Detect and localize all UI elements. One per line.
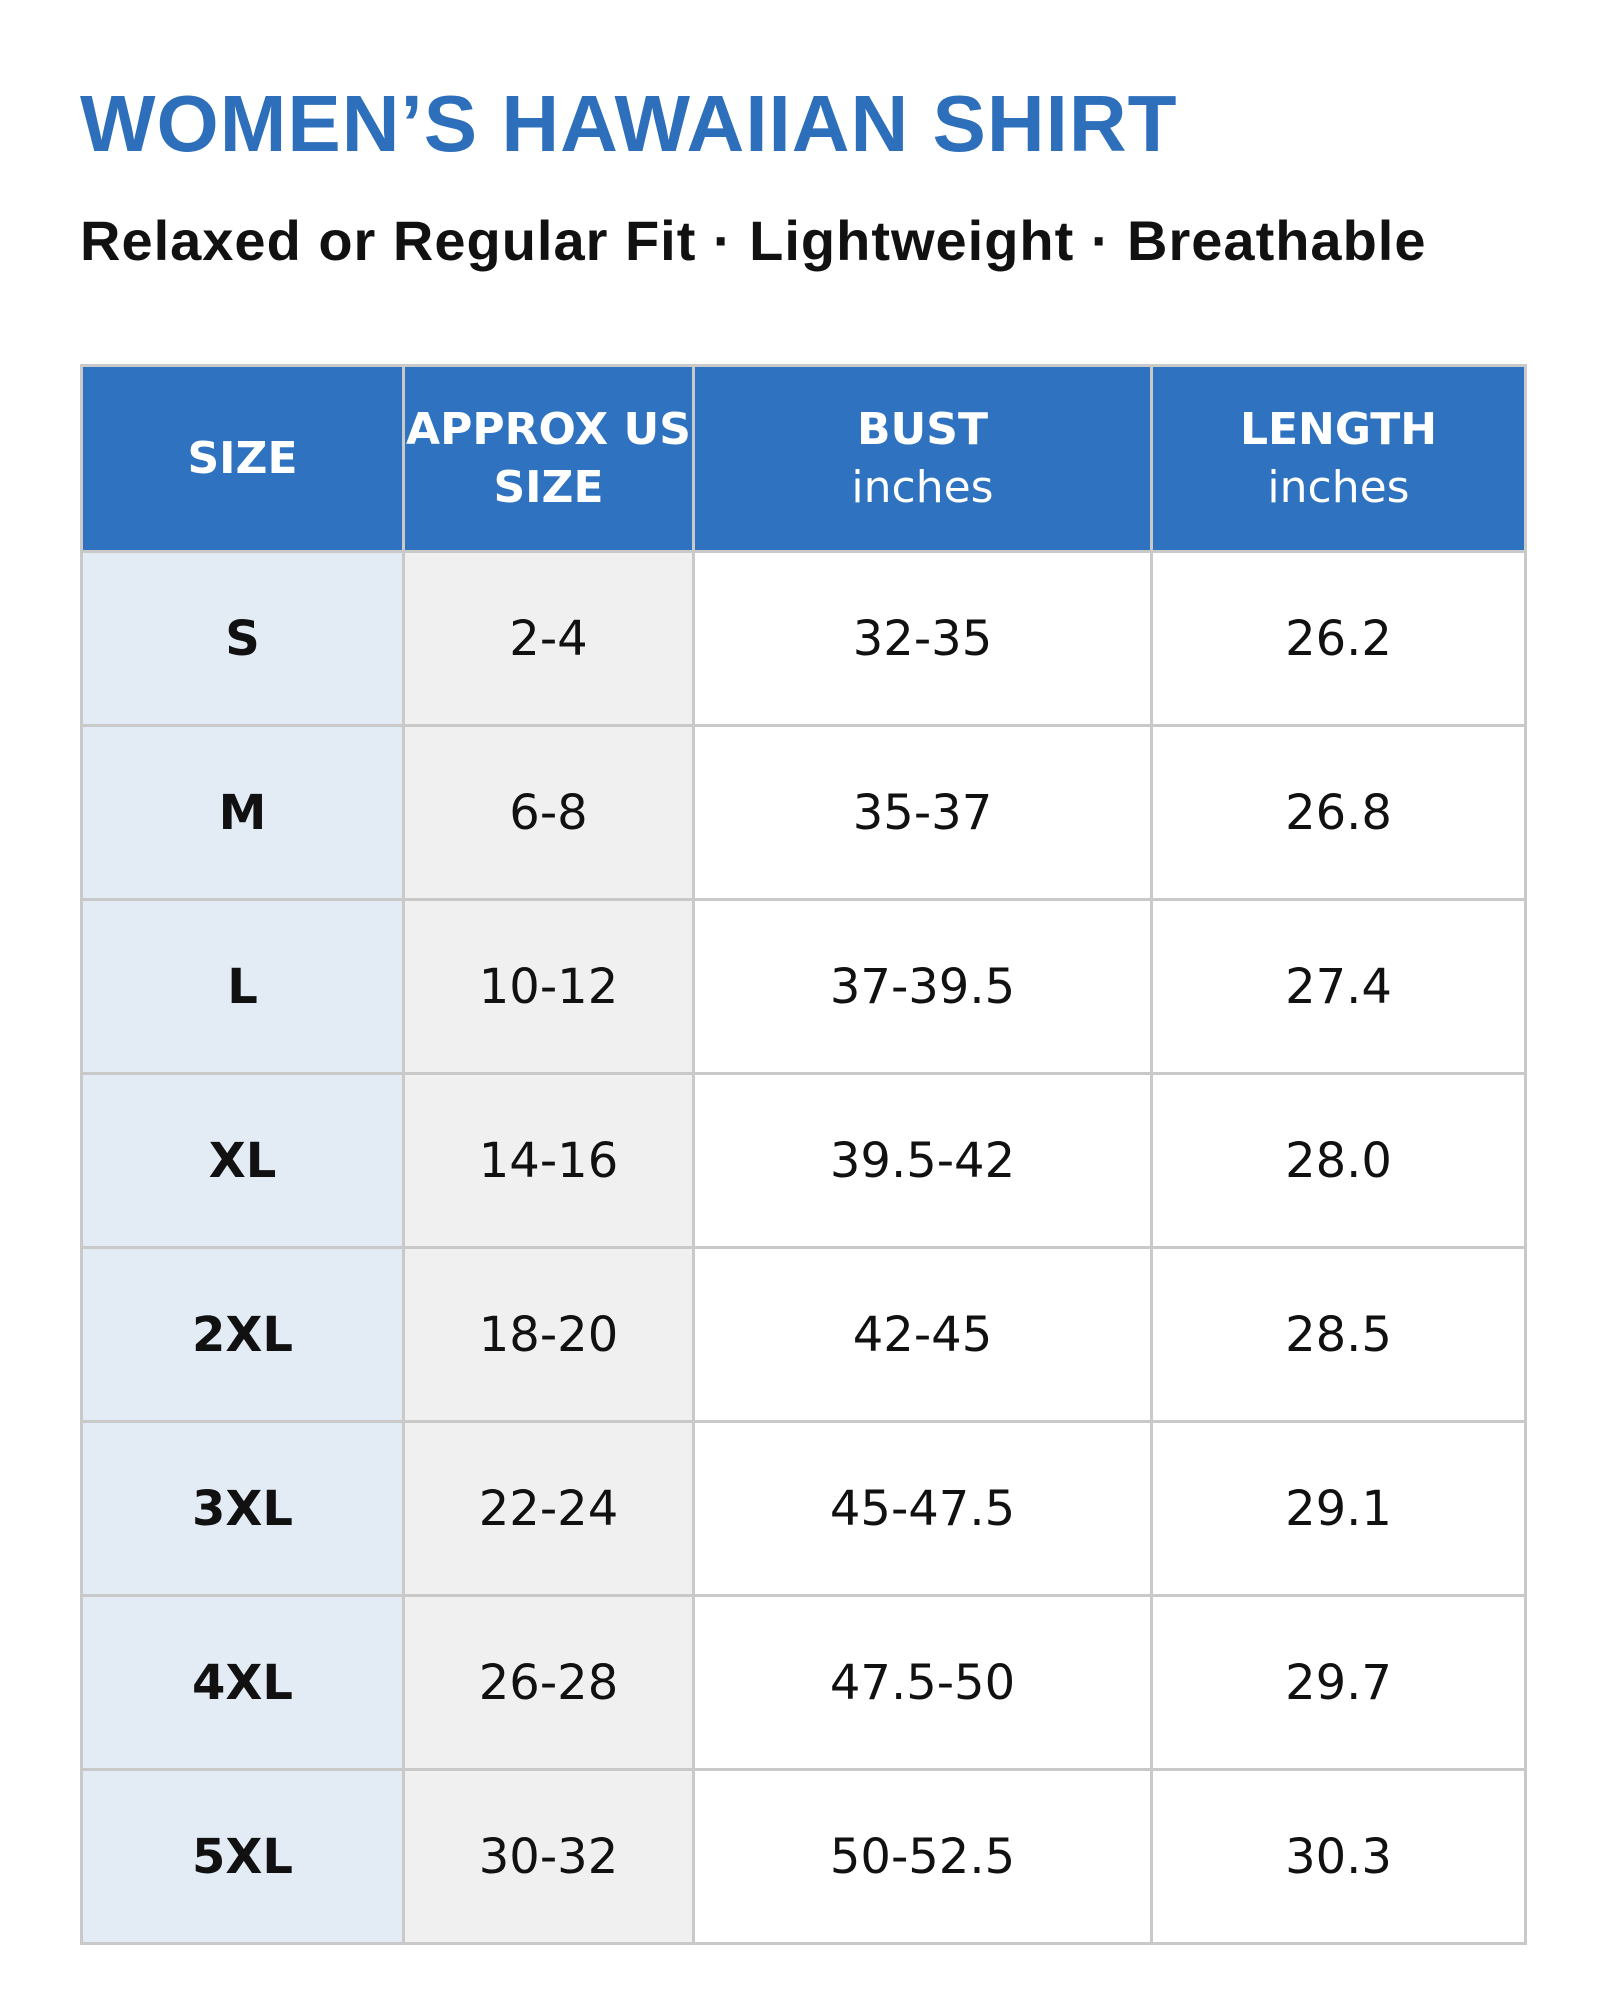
table-cell: 42-45 bbox=[692, 1246, 1153, 1423]
column-header: LENGTH inches bbox=[1150, 364, 1527, 553]
table-cell: 26-28 bbox=[402, 1594, 695, 1771]
column-title: SIZE bbox=[187, 432, 298, 484]
table-cell: 28.0 bbox=[1150, 1072, 1527, 1249]
column-unit: inches bbox=[1267, 461, 1410, 513]
table-cell: 30-32 bbox=[402, 1768, 695, 1945]
subtitle: Relaxed or Regular Fit · Lightweight · B… bbox=[80, 209, 1427, 272]
column-title: APPROX US SIZE bbox=[406, 403, 691, 513]
table-cell: XL bbox=[80, 1072, 405, 1249]
table-cell: 27.4 bbox=[1150, 898, 1527, 1075]
table-cell: 14-16 bbox=[402, 1072, 695, 1249]
table-row: S 2-4 32-35 26.2 bbox=[80, 550, 1527, 727]
table-cell: 6-8 bbox=[402, 724, 695, 901]
column-unit: inches bbox=[851, 461, 994, 513]
table-cell: 45-47.5 bbox=[692, 1420, 1153, 1597]
table-cell: 2XL bbox=[80, 1246, 405, 1423]
table-cell: 35-37 bbox=[692, 724, 1153, 901]
table-cell: 29.1 bbox=[1150, 1420, 1527, 1597]
table-cell: S bbox=[80, 550, 405, 727]
table-cell: M bbox=[80, 724, 405, 901]
table-cell: 32-35 bbox=[692, 550, 1153, 727]
table-row: 3XL 22-24 45-47.5 29.1 bbox=[80, 1420, 1527, 1597]
table-cell: 28.5 bbox=[1150, 1246, 1527, 1423]
table-cell: 2-4 bbox=[402, 550, 695, 727]
table-cell: 26.2 bbox=[1150, 550, 1527, 727]
table-cell: 18-20 bbox=[402, 1246, 695, 1423]
table-row: XL 14-16 39.5-42 28.0 bbox=[80, 1072, 1527, 1249]
table-row: M 6-8 35-37 26.8 bbox=[80, 724, 1527, 901]
table-cell: L bbox=[80, 898, 405, 1075]
table-cell: 39.5-42 bbox=[692, 1072, 1153, 1249]
table-row: L 10-12 37-39.5 27.4 bbox=[80, 898, 1527, 1075]
table-cell: 50-52.5 bbox=[692, 1768, 1153, 1945]
table-row: 5XL 30-32 50-52.5 30.3 bbox=[80, 1768, 1527, 1945]
table-cell: 29.7 bbox=[1150, 1594, 1527, 1771]
title: WOMEN’S HAWAIIAN SHIRT bbox=[80, 79, 1178, 168]
table-body: S 2-4 32-35 26.2 M 6-8 35-37 26.8 L 10-12 37-39.5 2… bbox=[80, 550, 1527, 1945]
column-header: BUST inches bbox=[692, 364, 1153, 553]
table-row: 4XL 26-28 47.5-50 29.7 bbox=[80, 1594, 1527, 1771]
column-title: BUST bbox=[857, 403, 988, 455]
table-cell: 22-24 bbox=[402, 1420, 695, 1597]
table-cell: 10-12 bbox=[402, 898, 695, 1075]
column-header: SIZE bbox=[80, 364, 405, 553]
table-cell: 37-39.5 bbox=[692, 898, 1153, 1075]
table-cell: 5XL bbox=[80, 1768, 405, 1945]
table-cell: 47.5-50 bbox=[692, 1594, 1153, 1771]
table-cell: 30.3 bbox=[1150, 1768, 1527, 1945]
column-header: APPROX US SIZE bbox=[402, 364, 695, 553]
column-title: LENGTH bbox=[1239, 403, 1438, 455]
table-row: 2XL 18-20 42-45 28.5 bbox=[80, 1246, 1527, 1423]
table-cell: 4XL bbox=[80, 1594, 405, 1771]
table-cell: 3XL bbox=[80, 1420, 405, 1597]
header-row: SIZE APPROX US SIZE BUST inches LENGTH inches bbox=[80, 364, 1527, 553]
table-cell: 26.8 bbox=[1150, 724, 1527, 901]
size-table: SIZE APPROX US SIZE BUST inches LENGTH inches… bbox=[80, 364, 1527, 1945]
